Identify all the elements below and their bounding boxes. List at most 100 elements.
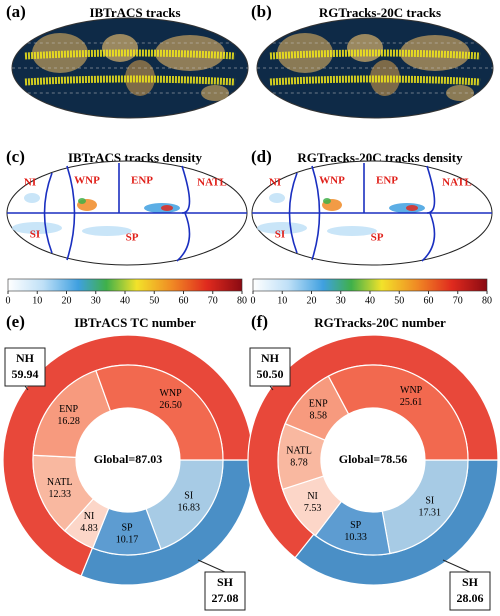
- ring-category: SH: [462, 575, 479, 589]
- label-box: [204, 571, 246, 611]
- density-blob: [257, 222, 307, 234]
- colorbar-tick-label: 40: [120, 295, 130, 306]
- colorbar-tick-label: 0: [251, 295, 256, 306]
- slice-category: ENP: [309, 399, 328, 410]
- center-label: Global=87.03: [94, 452, 163, 466]
- slice-value: 10.33: [344, 532, 367, 543]
- ring-category: SH: [217, 575, 234, 589]
- slice-value: 26.50: [159, 400, 182, 411]
- region-line: [176, 212, 191, 262]
- density-blob: [269, 193, 285, 203]
- panel-label: (f): [251, 312, 268, 331]
- region-label: WNP: [319, 175, 345, 187]
- region-label: ENP: [376, 175, 398, 187]
- panel-label: (c): [6, 147, 25, 166]
- slice-category: WNP: [159, 388, 182, 399]
- region-label: NI: [269, 177, 281, 189]
- slice-category: NI: [84, 511, 95, 522]
- slice-category: ENP: [59, 404, 78, 415]
- region-label: SI: [275, 229, 285, 241]
- track-band: [24, 49, 236, 60]
- colorbar-tick-label: 10: [32, 295, 42, 306]
- region-line: [426, 165, 436, 214]
- colorbar-tick-label: 70: [208, 295, 218, 306]
- slice-value: 17.31: [419, 508, 442, 519]
- density-blob: [161, 205, 173, 211]
- slice-category: NI: [307, 491, 318, 502]
- pie-slice: [95, 364, 224, 461]
- ring-category: NH: [261, 351, 280, 365]
- ring-value: 28.06: [457, 591, 484, 605]
- panel-title: RGTracks-20C tracks: [319, 5, 441, 20]
- slice-category: SI: [425, 496, 434, 507]
- panel-title: IBTrACS tracks density: [68, 150, 203, 165]
- panel-title: RGTracks-20C number: [314, 315, 446, 330]
- slice-category: SP: [350, 520, 362, 531]
- panel-label: (a): [6, 2, 26, 21]
- colorbar-tick-label: 60: [179, 295, 189, 306]
- region-line: [421, 212, 436, 262]
- slice-category: NATL: [286, 445, 312, 456]
- slice-value: 7.53: [304, 503, 322, 514]
- colorbar-tick-label: 80: [482, 295, 492, 306]
- leader-line: [269, 385, 274, 391]
- colorbar: [252, 278, 488, 292]
- colorbar-tick-label: 10: [277, 295, 287, 306]
- colorbar-tick-label: 0: [6, 295, 11, 306]
- track-band: [24, 75, 236, 86]
- ring-value: 59.94: [12, 367, 39, 381]
- slice-category: NATL: [47, 477, 73, 488]
- ring-value: 50.50: [257, 367, 284, 381]
- slice-value: 8.78: [290, 457, 308, 468]
- density-blob: [327, 226, 377, 236]
- colorbar-tick-label: 50: [394, 295, 404, 306]
- region-line: [288, 172, 298, 254]
- panel-label: (d): [251, 147, 272, 166]
- density-blob: [82, 226, 132, 236]
- ring-category: NH: [16, 351, 35, 365]
- region-label: NATL: [442, 177, 472, 189]
- slice-value: 4.83: [80, 523, 98, 534]
- slice-category: SP: [121, 522, 133, 533]
- region-line: [43, 172, 53, 254]
- density-blob: [12, 222, 62, 234]
- colorbar-tick-label: 50: [149, 295, 159, 306]
- colorbar-tick-label: 20: [62, 295, 72, 306]
- center-label: Global=78.56: [339, 452, 408, 466]
- region-line: [66, 165, 76, 261]
- panel-label: (b): [251, 2, 272, 21]
- label-box: [449, 571, 491, 611]
- slice-category: WNP: [400, 385, 423, 396]
- region-label: NATL: [197, 177, 227, 189]
- panel-title: RGTracks-20C tracks density: [297, 150, 463, 165]
- density-blob: [78, 198, 86, 204]
- ring-value: 27.08: [212, 591, 239, 605]
- slice-value: 16.28: [57, 416, 80, 427]
- leader-line: [197, 559, 226, 573]
- region-label: ENP: [131, 175, 153, 187]
- label-box: [4, 347, 46, 387]
- pie-slice: [327, 364, 469, 461]
- label-box: [249, 347, 291, 387]
- track-band: [269, 49, 481, 60]
- density-blob: [406, 205, 418, 211]
- density-blob: [24, 193, 40, 203]
- region-label: WNP: [74, 175, 100, 187]
- region-line: [311, 165, 321, 261]
- colorbar-tick-label: 30: [91, 295, 101, 306]
- colorbar-tick-label: 20: [307, 295, 317, 306]
- colorbar-tick-label: 80: [237, 295, 247, 306]
- density-blob: [323, 198, 331, 204]
- region-label: NI: [24, 177, 36, 189]
- panel-title: IBTrACS TC number: [74, 315, 196, 330]
- leader-line: [24, 385, 29, 391]
- slice-value: 16.83: [177, 503, 200, 514]
- slice-value: 12.33: [48, 489, 71, 500]
- land: [347, 34, 383, 62]
- leader-line: [442, 559, 471, 573]
- colorbar: [7, 278, 243, 292]
- slice-value: 8.58: [309, 411, 327, 422]
- track-band: [269, 75, 481, 86]
- slice-value: 10.17: [116, 534, 139, 545]
